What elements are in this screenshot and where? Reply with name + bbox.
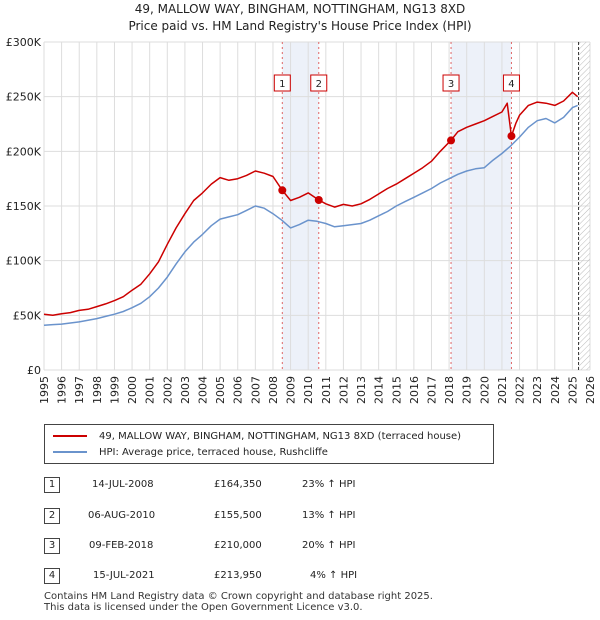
transaction-marker-badge: 2 [44, 508, 60, 524]
y-tick-label: £150K [6, 200, 42, 213]
property-price-line [43, 91, 579, 317]
y-tick-label: £200K [6, 145, 42, 158]
transaction-marker-badge: 4 [44, 568, 60, 584]
legend-label-property: 49, MALLOW WAY, BINGHAM, NOTTINGHAM, NG1… [99, 430, 462, 442]
sale-point [314, 195, 323, 204]
x-tick-label: 1998 [91, 376, 104, 404]
x-tick-label: 2016 [408, 376, 421, 404]
sale-marker-box [502, 74, 520, 92]
x-tick-label: 2005 [214, 376, 227, 404]
sale-marker-box [273, 74, 291, 92]
x-tick-label: 2019 [461, 376, 474, 404]
transaction-price: £164,350 [214, 479, 262, 490]
x-tick-label: 2014 [373, 376, 386, 404]
sale-marker-label: 3 [448, 79, 454, 90]
chart-subtitle: Price paid vs. HM Land Registry's House … [128, 19, 472, 33]
sale-marker-label: 1 [279, 79, 285, 90]
x-tick-label: 2020 [478, 376, 491, 404]
footer-licence: This data is licensed under the Open Gov… [44, 602, 363, 613]
x-tick-label: 2025 [566, 376, 579, 404]
transaction-hpi-change: 20% ↑ HPI [302, 540, 356, 551]
x-tick-label: 2003 [179, 376, 192, 404]
x-tick-label: 1995 [38, 376, 51, 404]
sale-point [507, 132, 516, 141]
sale-marker-box [310, 74, 328, 92]
footer-copyright: Contains HM Land Registry data © Crown c… [44, 591, 433, 602]
transaction-date: 06-AUG-2010 [88, 510, 156, 521]
x-tick-label: 1996 [56, 376, 69, 404]
x-tick-label: 2018 [443, 376, 456, 404]
transaction-hpi-change: 4% ↑ HPI [310, 570, 358, 581]
sale-marker-box [442, 74, 460, 92]
transaction-hpi-change: 23% ↑ HPI [302, 479, 356, 490]
transaction-price: £155,500 [214, 510, 262, 521]
x-tick-label: 2006 [232, 376, 245, 404]
x-tick-label: 2001 [144, 376, 157, 404]
x-tick-label: 2002 [161, 376, 174, 404]
footer-attribution: Contains HM Land Registry data © Crown c… [44, 591, 433, 613]
x-tick-label: 2011 [320, 376, 333, 404]
transaction-price: £210,000 [214, 540, 262, 551]
x-tick-label: 2012 [337, 376, 350, 404]
price-chart: 1 2 3 4 £0 £50K £100K £150K £200K £250K £300K 1995… [6, 36, 597, 404]
transaction-price: £213,950 [214, 570, 262, 581]
y-tick-label: £0 [27, 364, 41, 377]
x-tick-label: 2021 [496, 376, 509, 404]
transaction-marker-badge: 3 [44, 538, 60, 554]
x-tick-label: 2013 [355, 376, 368, 404]
y-tick-label: £300K [6, 36, 42, 49]
y-tick-label: £100K [6, 255, 42, 268]
legend-item-property: 49, MALLOW WAY, BINGHAM, NOTTINGHAM, NG1… [53, 429, 461, 443]
x-tick-label: 1999 [108, 376, 121, 404]
chart-title-address: 49, MALLOW WAY, BINGHAM, NOTTINGHAM, NG1… [134, 2, 466, 16]
legend-label-hpi: HPI: Average price, terraced house, Rush… [99, 446, 328, 458]
y-tick-label: £50K [13, 309, 42, 322]
legend-swatch-property [53, 435, 87, 437]
x-tick-label: 2007 [249, 376, 262, 404]
legend-swatch-hpi [53, 451, 87, 453]
x-tick-label: 2023 [531, 376, 544, 404]
x-tick-label: 2024 [549, 376, 562, 404]
sale-point [278, 186, 287, 195]
transaction-date: 14-JUL-2008 [92, 479, 154, 490]
sale-marker-label: 2 [316, 79, 322, 90]
transaction-date: 15-JUL-2021 [93, 570, 155, 581]
x-tick-label: 2010 [302, 376, 315, 404]
x-tick-label: 2008 [267, 376, 280, 404]
x-tick-label: 2009 [285, 376, 298, 404]
x-tick-label: 2004 [197, 376, 210, 404]
x-tick-label: 2015 [390, 376, 403, 404]
x-tick-label: 1997 [73, 376, 86, 404]
y-tick-label: £250K [6, 91, 42, 104]
x-tick-label: 2026 [584, 376, 597, 404]
hpi-line [43, 104, 578, 326]
transaction-date: 09-FEB-2018 [89, 540, 154, 551]
forecast-hatch-region [578, 42, 590, 370]
x-tick-label: 2017 [425, 376, 438, 404]
x-tick-label: 2000 [126, 376, 139, 404]
sale-point [447, 136, 456, 145]
x-tick-label: 2022 [514, 376, 527, 404]
legend-item-hpi: HPI: Average price, terraced house, Rush… [53, 445, 328, 459]
transaction-hpi-change: 13% ↑ HPI [302, 510, 356, 521]
sale-marker-label: 4 [508, 79, 514, 90]
transaction-marker-badge: 1 [44, 477, 60, 493]
chart-legend: 49, MALLOW WAY, BINGHAM, NOTTINGHAM, NG1… [44, 424, 494, 464]
